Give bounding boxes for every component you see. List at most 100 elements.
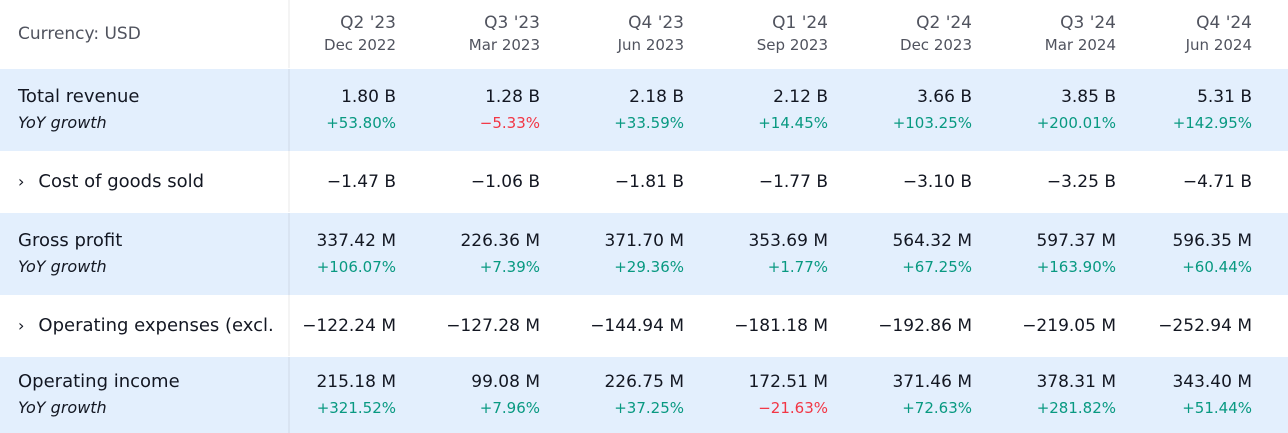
value: −3.25 B [1046,171,1116,192]
value: 337.42 M [316,231,396,251]
data-cell: −4.71 B [1144,151,1288,212]
data-cell: −1.47 B [288,151,432,212]
data-cell: −219.05 M [1008,295,1152,356]
data-cell: −1.81 B [576,151,720,212]
growth-value: +33.59% [614,114,684,132]
growth-value: +7.96% [479,399,540,417]
value: −192.86 M [878,315,972,336]
column-date: Sep 2023 [756,36,828,54]
growth-value: +29.36% [614,258,684,276]
growth-value: +51.44% [1182,399,1252,417]
data-cell: −1.77 B [720,151,864,212]
growth-value: +106.07% [316,258,396,276]
value: 353.69 M [748,231,828,251]
data-cell: 353.69 M +1.77% [720,213,864,295]
data-cell: −252.94 M [1144,295,1288,356]
column-header: Q3 '23 Mar 2023 [432,0,576,68]
data-cell: 564.32 M +67.25% [864,213,1008,295]
value: 215.18 M [316,372,396,392]
growth-value: +200.01% [1036,114,1116,132]
growth-value: +53.80% [326,114,396,132]
value: 3.66 B [917,87,972,107]
table-row-operating-income: Operating income YoY growth 215.18 M +321… [0,357,1288,433]
column-quarter: Q1 '24 [772,13,828,33]
data-cell: 371.46 M +72.63% [864,357,1008,433]
data-cell: 596.35 M +60.44% [1144,213,1288,295]
row-label-cell: Operating income YoY growth [0,357,288,433]
row-sub-label: YoY growth [18,113,107,132]
growth-value: −5.33% [479,114,540,132]
value: −127.28 M [446,315,540,336]
growth-value: +72.63% [902,399,972,417]
table-row-total-revenue: Total revenue YoY growth 1.80 B +53.80% 1… [0,69,1288,151]
value: −252.94 M [1158,315,1252,336]
growth-value: +163.90% [1036,258,1116,276]
value: 1.80 B [341,87,396,107]
value: −181.18 M [734,315,828,336]
value: 99.08 M [471,372,540,392]
row-label: Gross profit [18,230,123,251]
column-date: Jun 2023 [617,36,684,54]
growth-value: +67.25% [902,258,972,276]
column-date: Mar 2023 [468,36,540,54]
value: −4.71 B [1182,171,1252,192]
row-label: Operating expenses (excl. [38,315,274,336]
value: 564.32 M [892,231,972,251]
growth-value: +60.44% [1182,258,1252,276]
chevron-right-icon[interactable]: › [18,316,25,335]
data-cell: 3.66 B +103.25% [864,69,1008,151]
currency-cell: Currency: USD [0,0,288,68]
value: −1.47 B [326,171,396,192]
column-header: Q3 '24 Mar 2024 [1008,0,1152,68]
row-label-cell: › Cost of goods sold [0,151,288,212]
value: 371.46 M [892,372,972,392]
table-row-cost-of-goods-sold[interactable]: › Cost of goods sold −1.47 B −1.06 B −1.… [0,151,1288,212]
chevron-right-icon[interactable]: › [18,172,25,191]
data-cell: 226.75 M +37.25% [576,357,720,433]
growth-value: +1.77% [767,258,828,276]
row-label: Total revenue [18,86,140,107]
value: 597.37 M [1036,231,1116,251]
currency-label: Currency: USD [18,24,141,44]
column-date: Dec 2023 [900,36,972,54]
value: −3.10 B [902,171,972,192]
data-cell: −1.06 B [432,151,576,212]
table-row-operating-expenses[interactable]: › Operating expenses (excl. −122.24 M −1… [0,295,1288,356]
row-label: Operating income [18,371,180,392]
data-cell: 2.12 B +14.45% [720,69,864,151]
growth-value: +281.82% [1036,399,1116,417]
data-cell: 215.18 M +321.52% [288,357,432,433]
column-quarter: Q4 '23 [628,13,684,33]
column-quarter: Q4 '24 [1196,13,1252,33]
growth-value: −21.63% [758,399,828,417]
data-cell: 337.42 M +106.07% [288,213,432,295]
value: 2.18 B [629,87,684,107]
value: 5.31 B [1197,87,1252,107]
row-sub-label: YoY growth [18,398,107,417]
column-quarter: Q3 '24 [1060,13,1116,33]
data-cell: −122.24 M [288,295,432,356]
growth-value: +103.25% [892,114,972,132]
column-date: Jun 2024 [1185,36,1252,54]
value: −1.81 B [614,171,684,192]
value: −1.06 B [470,171,540,192]
column-header: Q2 '23 Dec 2022 [288,0,432,68]
row-label-cell: › Operating expenses (excl. [0,295,288,356]
data-cell: −3.10 B [864,151,1008,212]
data-cell: 172.51 M −21.63% [720,357,864,433]
data-cell: −192.86 M [864,295,1008,356]
value: 3.85 B [1061,87,1116,107]
growth-value: +37.25% [614,399,684,417]
row-label-cell: Total revenue YoY growth [0,69,288,151]
growth-value: +321.52% [316,399,396,417]
value: 172.51 M [748,372,828,392]
column-date: Dec 2022 [324,36,396,54]
value: 2.12 B [773,87,828,107]
data-cell: 343.40 M +51.44% [1144,357,1288,433]
row-sub-label: YoY growth [18,257,107,276]
data-cell: 3.85 B +200.01% [1008,69,1152,151]
value: −144.94 M [590,315,684,336]
data-cell: −181.18 M [720,295,864,356]
value: 226.36 M [460,231,540,251]
value: −1.77 B [758,171,828,192]
